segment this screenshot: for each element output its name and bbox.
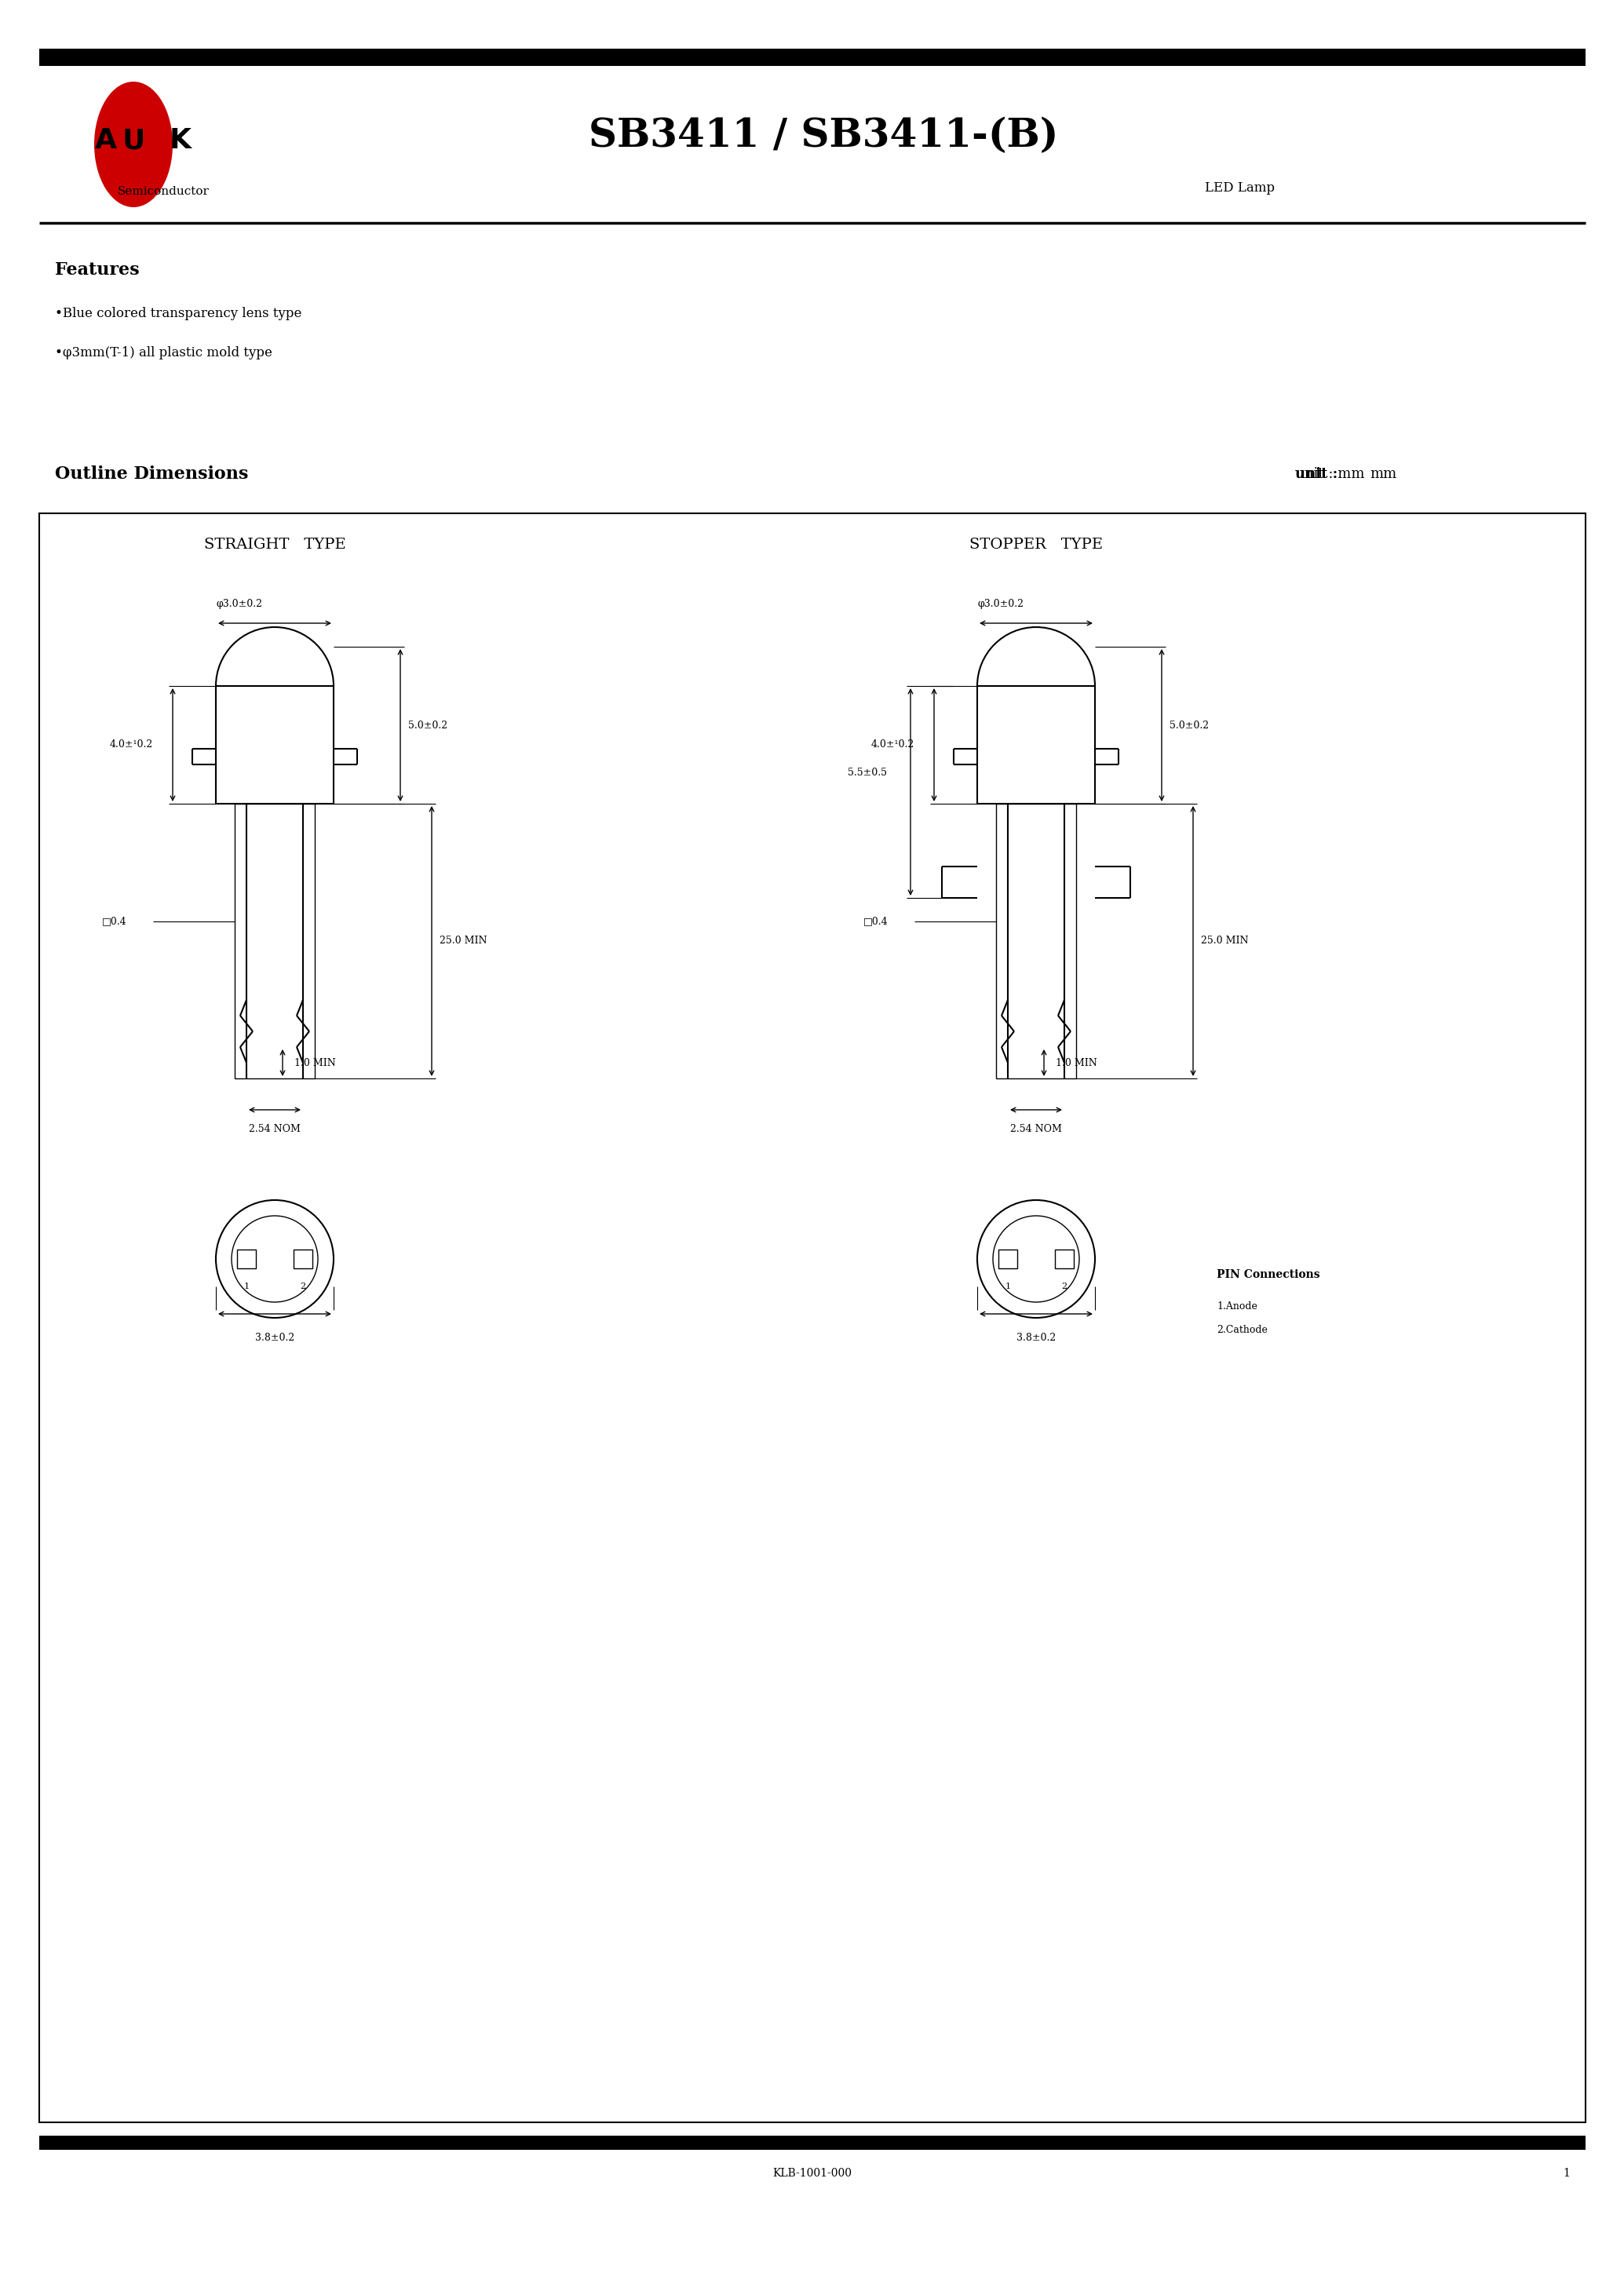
Text: 1: 1 [244,1283,248,1290]
Text: 2: 2 [1062,1283,1067,1290]
Text: 1: 1 [1562,2169,1570,2178]
Text: mm: mm [1369,466,1397,482]
Bar [39,2137,1585,2150]
Ellipse shape [94,83,172,207]
Text: •Blue colored transparency lens type: •Blue colored transparency lens type [55,308,302,319]
Text: unit :: unit : [1294,466,1343,482]
Text: 5.0±0.2: 5.0±0.2 [408,721,448,730]
Text: U: U [122,126,145,154]
Text: 2.Cathode: 2.Cathode [1216,1324,1268,1336]
Bar [978,686,1095,803]
Text: •φ3mm(T-1) all plastic mold type: •φ3mm(T-1) all plastic mold type [55,347,273,358]
Text: 2: 2 [300,1283,305,1290]
Text: SB3411 / SB3411-(B): SB3411 / SB3411-(B) [588,117,1059,156]
Bar [1056,1248,1073,1269]
Text: 2.54 NOM: 2.54 NOM [1010,1125,1062,1134]
Text: Semiconductor: Semiconductor [117,186,209,197]
Bar [235,803,315,1079]
Text: LED Lamp: LED Lamp [1205,181,1275,195]
Text: 1.0 MIN: 1.0 MIN [294,1058,336,1067]
Text: A: A [94,126,117,154]
Text: K: K [169,126,192,154]
Bar [39,48,1585,67]
Text: φ3.0±0.2: φ3.0±0.2 [216,599,261,608]
Text: 4.0±¹0.2: 4.0±¹0.2 [870,739,914,750]
Text: 25.0 MIN: 25.0 MIN [440,936,487,946]
Text: STOPPER   TYPE: STOPPER TYPE [970,537,1103,551]
Text: 5.5±0.5: 5.5±0.5 [848,767,887,778]
Text: Features: Features [55,262,140,278]
Text: φ3.0±0.2: φ3.0±0.2 [978,599,1023,608]
Text: 2.54 NOM: 2.54 NOM [248,1125,300,1134]
Text: 3.8±0.2: 3.8±0.2 [1017,1333,1056,1343]
Bar [996,803,1077,1079]
Text: 5.0±0.2: 5.0±0.2 [1169,721,1208,730]
Text: 1: 1 [1005,1283,1010,1290]
Text: □0.4: □0.4 [864,916,888,927]
Text: Outline Dimensions: Outline Dimensions [55,466,248,482]
Text: unit : mm: unit : mm [1294,466,1364,482]
Text: 3.8±0.2: 3.8±0.2 [255,1333,294,1343]
Bar [216,686,333,803]
Text: 4.0±¹0.2: 4.0±¹0.2 [110,739,153,750]
Bar [237,1248,257,1269]
Text: □0.4: □0.4 [102,916,127,927]
Text: KLB-1001-000: KLB-1001-000 [773,2169,853,2178]
Text: 1.Anode: 1.Anode [1216,1301,1257,1310]
Bar [39,514,1585,2123]
Bar [999,1248,1017,1269]
Bar [294,1248,312,1269]
Text: PIN Connections: PIN Connections [1216,1269,1320,1281]
Text: 25.0 MIN: 25.0 MIN [1200,936,1249,946]
Text: STRAIGHT   TYPE: STRAIGHT TYPE [205,537,346,551]
Text: 1.0 MIN: 1.0 MIN [1056,1058,1098,1067]
